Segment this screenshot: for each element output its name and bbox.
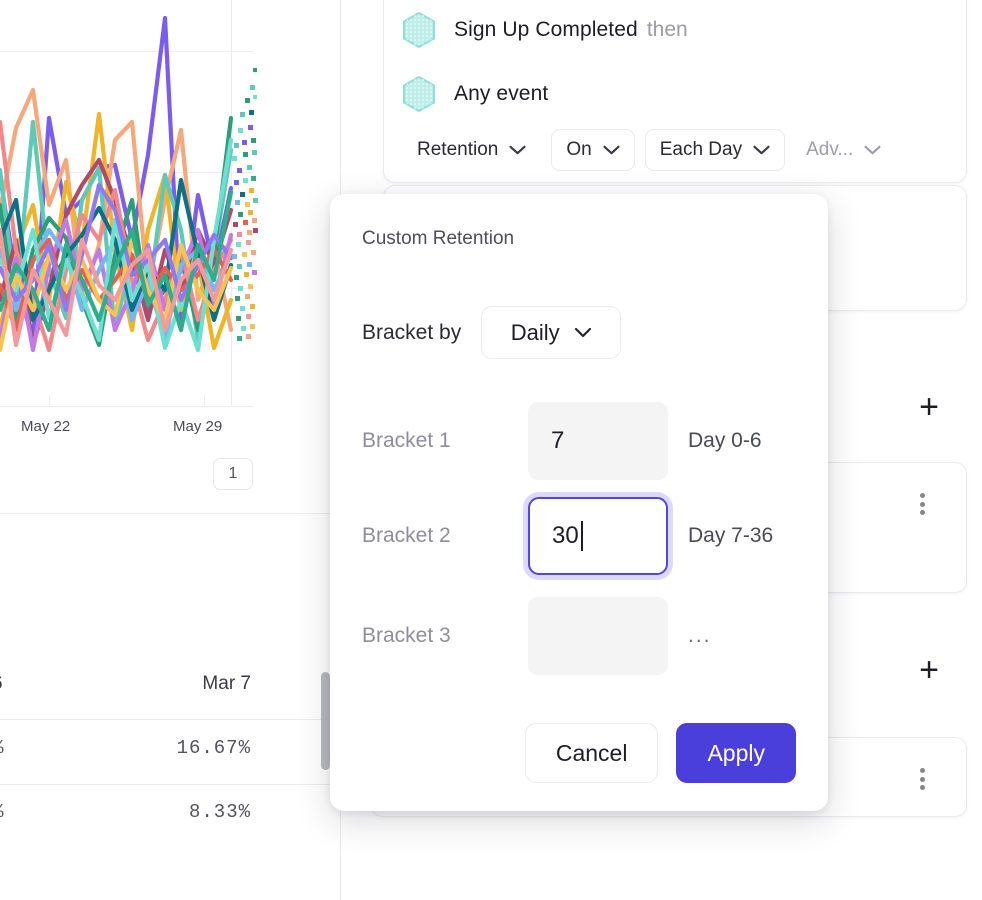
table-header-cell: Mar 7 [202, 673, 251, 694]
bracket-3-input[interactable] [528, 597, 668, 675]
bracket-by-row: Bracket by Daily [362, 306, 622, 359]
retention-table: 6 Mar 7 % 16.67% % 8.33% [0, 655, 341, 847]
x-tick-label: May 29 [173, 418, 223, 435]
bracket-1-range: Day 0-6 [688, 429, 762, 452]
custom-retention-dialog: Custom Retention Bracket by Daily Bracke… [330, 194, 828, 811]
event-name: Any event [454, 82, 549, 105]
bracket-by-label: Bracket by [362, 320, 462, 344]
event-row[interactable]: Any event [402, 75, 548, 113]
bracket-3-row: Bracket 3 ... [362, 597, 712, 675]
bracket-3-label: Bracket 3 [362, 624, 451, 647]
bracket-2-value: 30 [552, 522, 579, 549]
chevron-down-icon [753, 145, 770, 155]
bracket-2-label: Bracket 2 [362, 524, 451, 547]
table-row-divider [0, 784, 341, 785]
cancel-button[interactable]: Cancel [524, 723, 659, 783]
table-cell: % [0, 737, 4, 759]
bracket-by-select[interactable]: Daily [481, 306, 622, 359]
text-cursor [580, 521, 583, 551]
hexagon-icon [403, 75, 435, 113]
table-row-divider [0, 719, 341, 720]
bracket-2-input[interactable]: 30 [528, 497, 668, 575]
granularity-label: Each Day [659, 139, 743, 160]
more-options-icon[interactable] [912, 491, 932, 517]
event-row-text: Sign Up Completed then [454, 18, 688, 42]
event-row[interactable]: Sign Up Completed then [402, 11, 688, 49]
dialog-title: Custom Retention [362, 228, 515, 249]
chevron-down-icon [509, 145, 526, 155]
granularity-dropdown[interactable]: Each Day [644, 129, 786, 171]
vertical-scrollbar-thumb[interactable] [321, 672, 330, 770]
dialog-actions: Cancel Apply [524, 723, 796, 783]
chevron-down-icon [603, 145, 620, 155]
on-label: On [566, 139, 592, 160]
bracket-1-row: Bracket 1 7 Day 0-6 [362, 402, 762, 480]
chart-page-1-button[interactable]: 1 [213, 458, 253, 490]
table-row[interactable]: % 8.33% [0, 783, 341, 847]
bracket-2-range: Day 7-36 [688, 524, 774, 547]
on-dropdown[interactable]: On [551, 129, 635, 171]
event-builder-card: Sign Up Completed then Any event Retentio… [383, 0, 967, 183]
table-header-row: 6 Mar 7 [0, 655, 341, 719]
bracket-1-label: Bracket 1 [362, 429, 451, 452]
hexagon-icon [403, 11, 435, 49]
advanced-label: Adv... [806, 139, 854, 160]
retention-line-chart[interactable] [0, 0, 340, 412]
chart-x-axis-labels: May 22 May 29 [0, 418, 340, 444]
bracket-1-input[interactable]: 7 [528, 402, 668, 480]
table-cell: 16.67% [176, 737, 251, 759]
add-item-button[interactable]: + [919, 388, 939, 426]
x-tick-label: May 22 [21, 418, 71, 435]
table-cell: 8.33% [188, 801, 251, 823]
table-row[interactable]: % 16.67% [0, 719, 341, 783]
event-connector: then [646, 18, 688, 41]
bracket-2-row: Bracket 2 30 Day 7-36 [362, 497, 773, 575]
chart-svg [0, 0, 258, 407]
measure-controls-row: Retention On Each Day Adv... [402, 129, 896, 171]
bracket-3-range: ... [688, 624, 712, 647]
chevron-down-icon [864, 145, 881, 155]
measure-type-label: Retention [417, 139, 499, 160]
more-options-icon[interactable] [912, 766, 932, 792]
apply-button[interactable]: Apply [676, 723, 796, 783]
add-item-button[interactable]: + [919, 651, 939, 689]
chart-series [0, 15, 234, 353]
advanced-dropdown[interactable]: Adv... [791, 129, 896, 171]
left-chart-panel: May 22 May 29 1 6 Mar 7 % 16.67% % 8.33% [0, 0, 341, 900]
chevron-down-icon [574, 327, 591, 338]
left-panel-divider [0, 513, 341, 514]
bracket-by-value: Daily [510, 319, 560, 345]
bracket-1-value: 7 [551, 427, 565, 454]
table-header-cell: 6 [0, 673, 3, 695]
event-name: Sign Up Completed [454, 18, 638, 41]
chart-forecast-dots [232, 68, 258, 341]
measure-type-dropdown[interactable]: Retention [402, 129, 541, 171]
table-cell: % [0, 801, 4, 823]
